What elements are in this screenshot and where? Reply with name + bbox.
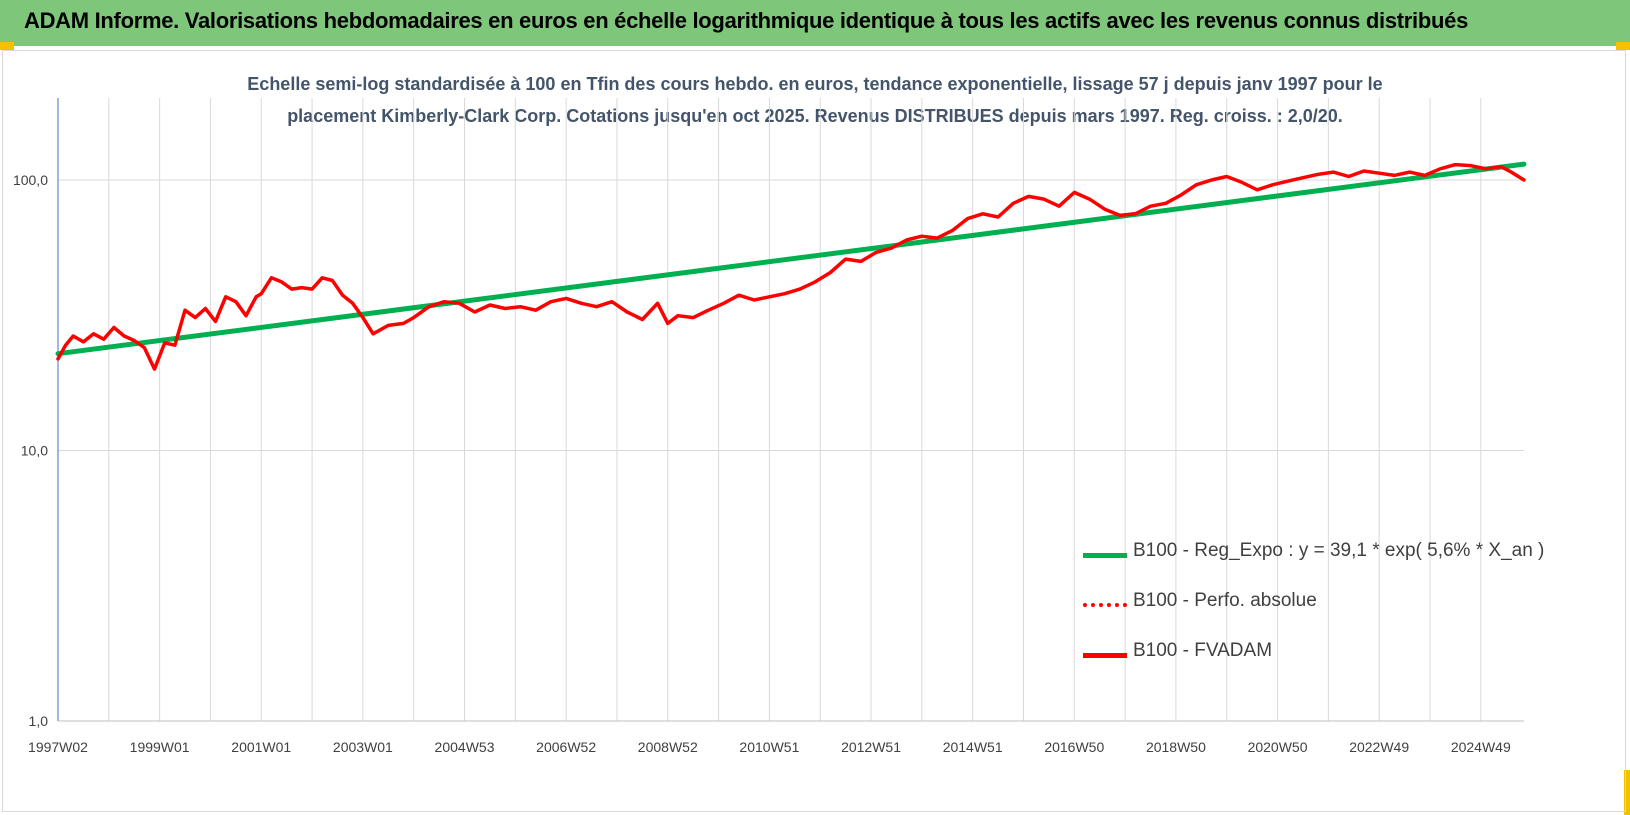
corner-marker-left <box>0 42 14 50</box>
x-tick-label: 1999W01 <box>130 739 190 755</box>
page-title: ADAM Informe. Valorisations hebdomadaire… <box>24 8 1469 33</box>
vertical-gridlines <box>108 98 1482 721</box>
corner-marker-right <box>1616 42 1630 50</box>
chart-frame <box>2 50 1626 812</box>
corner-marker-bottom-right <box>1624 770 1630 815</box>
y-tick-label: 100,0 <box>13 172 48 188</box>
header-banner: ADAM Informe. Valorisations hebdomadaire… <box>0 0 1630 46</box>
legend-swatch-fvadam <box>1083 653 1127 658</box>
x-tick-label: 2010W51 <box>739 739 799 755</box>
chart-title-line-2: placement Kimberly-Clark Corp. Cotations… <box>287 106 1343 126</box>
chart-title-line-1: Echelle semi-log standardisée à 100 en T… <box>247 74 1383 94</box>
x-tick-label: 2018W50 <box>1146 739 1206 755</box>
series-reg-expo <box>55 161 1527 357</box>
legend-label-perfo-absolue: B100 - Perfo. absolue <box>1133 590 1317 611</box>
series-fvadam <box>56 162 1526 371</box>
x-tick-label: 2022W49 <box>1349 739 1409 755</box>
series-layer <box>55 161 1527 371</box>
x-tick-label: 2024W49 <box>1451 739 1511 755</box>
legend-swatch-reg-expo <box>1083 553 1127 558</box>
x-tick-label: 2014W51 <box>943 739 1003 755</box>
y-tick-label: 10,0 <box>21 443 48 459</box>
legend-label-reg-expo: B100 - Reg_Expo : y = 39,1 * exp( 5,6% *… <box>1133 540 1545 561</box>
x-tick-label: 2003W01 <box>333 739 393 755</box>
x-tick-label: 2020W50 <box>1248 739 1308 755</box>
x-tick-label: 1997W02 <box>28 739 88 755</box>
x-tick-label: 2008W52 <box>638 739 698 755</box>
y-tick-labels: 1,0 10,0 100,0 <box>13 172 48 729</box>
chart-axes <box>57 98 1524 722</box>
x-tick-label: 2006W52 <box>536 739 596 755</box>
legend-swatch-perfo-absolue <box>1083 603 1127 607</box>
x-tick-label: 2004W53 <box>435 739 495 755</box>
x-tick-label: 2001W01 <box>231 739 291 755</box>
x-tick-labels: 1997W02 1999W01 2001W01 2003W01 2004W53 2006W… <box>28 739 1511 755</box>
legend-label-fvadam: B100 - FVADAM <box>1133 640 1273 661</box>
y-tick-label: 1,0 <box>29 713 49 729</box>
x-tick-label: 2016W50 <box>1044 739 1104 755</box>
x-tick-label: 2012W51 <box>841 739 901 755</box>
